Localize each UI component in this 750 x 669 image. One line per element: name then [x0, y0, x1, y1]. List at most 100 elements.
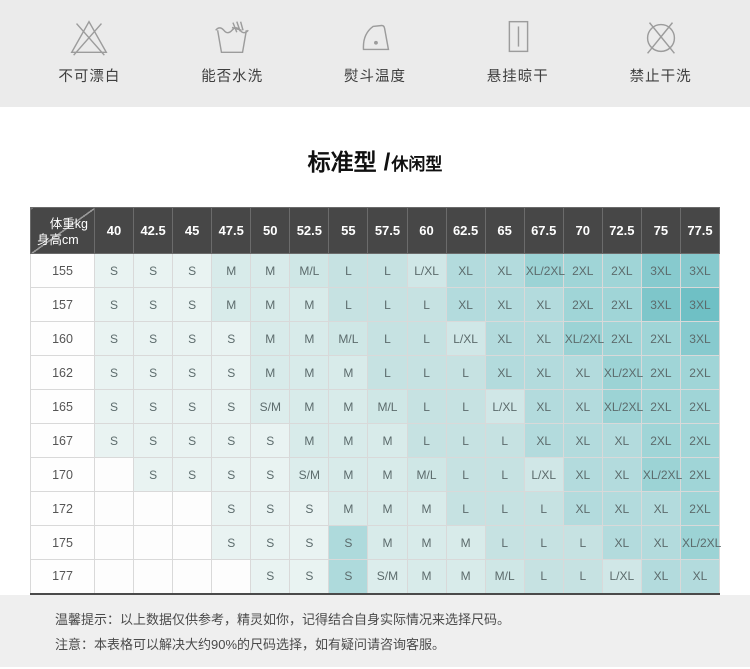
size-cell: L [484, 423, 525, 458]
size-cell: 2XL [679, 423, 721, 458]
size-cell: 2XL [640, 389, 681, 424]
care-item-iron: 熨斗温度 [315, 14, 435, 86]
empty-cell [93, 491, 135, 526]
table-row: 170 S S S S S/M M M M/L L L L/XL XL XL XL/2XL 2XL [30, 457, 721, 492]
size-cell: L [445, 457, 486, 492]
weight-header-cell: 65 [484, 207, 525, 254]
size-cell: S [93, 287, 135, 322]
table-row: 157 S S S M M M L L L XL XL XL 2XL 2XL 3XL 3XL [30, 287, 721, 322]
do-not-bleach-icon [70, 20, 108, 56]
size-cell: 2XL [679, 457, 721, 492]
weight-header-cell: 42.5 [133, 207, 174, 254]
size-cell: M [445, 559, 486, 594]
size-cell: S [133, 287, 174, 322]
empty-cell [93, 559, 135, 594]
size-cell: L/XL [601, 559, 642, 594]
empty-cell [172, 525, 213, 560]
empty-cell [172, 559, 213, 594]
size-cell: S [172, 389, 213, 424]
weight-header-cell: 77.5 [679, 207, 721, 254]
size-cell: L [406, 355, 447, 390]
size-cell: L [406, 389, 447, 424]
height-cell: 155 [30, 253, 95, 288]
size-cell: XL/2XL [523, 253, 565, 288]
size-cell: S [211, 355, 252, 390]
size-cell: L [367, 355, 408, 390]
size-cell: 3XL [640, 253, 681, 288]
size-cell: M [328, 389, 369, 424]
size-cell: S [93, 253, 135, 288]
height-cell: 165 [30, 389, 95, 424]
no-dry-clean-icon [646, 22, 675, 54]
size-cell: S [211, 321, 252, 356]
axis-corner-cell: 体重kg 身高cm [30, 207, 95, 254]
empty-cell [172, 491, 213, 526]
care-icon-label: 悬挂晾干 [486, 69, 549, 85]
weight-header-cell: 55 [328, 207, 369, 254]
size-cell: 2XL [679, 491, 721, 526]
size-cell: L [484, 457, 525, 492]
size-cell: XL/2XL [640, 457, 682, 492]
size-cell: XL [562, 355, 603, 390]
weight-header-cell: 70 [562, 207, 603, 254]
size-cell: 2XL [562, 287, 603, 322]
content-section: 标准型/休闲型 体重kg 身高cm 40 42.5 45 47.5 50 52.5 55 57.5… [0, 107, 750, 595]
table-row: 165 S S S S S/M M M M/L L L L/XL XL XL XL/2XL 2XL 2XL [30, 389, 721, 424]
size-cell: M [289, 423, 330, 458]
size-cell: 2XL [601, 253, 642, 288]
weight-header-cell: 52.5 [289, 207, 330, 254]
size-cell: M [406, 559, 447, 594]
care-icons-section: 不可漂白 能否水洗 熨斗温度 悬挂 [0, 0, 750, 107]
size-cell: S [328, 525, 369, 560]
size-cell: XL [640, 559, 681, 594]
height-cell: 160 [30, 321, 95, 356]
empty-cell [211, 559, 252, 594]
size-cell: S/M [367, 559, 408, 594]
size-cell: XL [640, 525, 681, 560]
size-cell: S [328, 559, 369, 594]
weight-header-cell: 75 [640, 207, 681, 254]
size-cell: M [367, 491, 408, 526]
height-cell: 162 [30, 355, 95, 390]
table-row: 167 S S S S S M M M L L L XL XL XL 2XL 2XL [30, 423, 721, 458]
note-tip: 温馨提示：以上数据仅供参考，精灵如你，记得结合自身实际情况来选择尺码。 [55, 611, 511, 627]
size-cell: L [523, 559, 564, 594]
size-cell: S/M [250, 389, 291, 424]
size-cell: S [172, 287, 213, 322]
care-icon-label: 不可漂白 [58, 69, 121, 85]
care-icon-label: 禁止干洗 [629, 69, 692, 85]
size-cell: XL [445, 287, 486, 322]
size-cell: L [328, 253, 369, 288]
size-cell: L/XL [523, 457, 564, 492]
size-cell: M [328, 423, 369, 458]
size-cell: XL [601, 491, 642, 526]
height-cell: 157 [30, 287, 95, 322]
corner-weight-label: 体重kg [49, 217, 88, 231]
care-item-hang-dry: 悬挂晾干 [458, 14, 578, 86]
size-cell: S [133, 423, 174, 458]
notes-section: 温馨提示：以上数据仅供参考，精灵如你，记得结合自身实际情况来选择尺码。 注意：本… [0, 594, 750, 667]
size-cell: XL [562, 457, 603, 492]
table-row: 177 S S S S/M M M M/L L L L/XL XL XL [30, 559, 721, 594]
size-cell: L [484, 491, 525, 526]
size-cell: 2XL [601, 321, 642, 356]
size-cell: S [211, 525, 252, 560]
care-item-do-not-bleach: 不可漂白 [29, 14, 149, 86]
size-cell: M [250, 321, 291, 356]
size-cell: L [328, 287, 369, 322]
hang-dry-icon [508, 20, 529, 53]
title-secondary: 休闲型 [391, 155, 443, 174]
title-primary: 标准型 [307, 149, 377, 175]
height-cell: 177 [30, 559, 95, 594]
size-cell: M [328, 355, 369, 390]
height-cell: 175 [30, 525, 95, 560]
size-cell: M [367, 423, 408, 458]
title-separator: / [383, 149, 391, 176]
height-cell: 170 [30, 457, 95, 492]
size-cell: L [406, 287, 447, 322]
hand-wash-tub-icon [215, 21, 250, 54]
size-cell: L/XL [484, 389, 525, 424]
size-cell: S [133, 253, 174, 288]
size-cell: 2XL [640, 423, 681, 458]
